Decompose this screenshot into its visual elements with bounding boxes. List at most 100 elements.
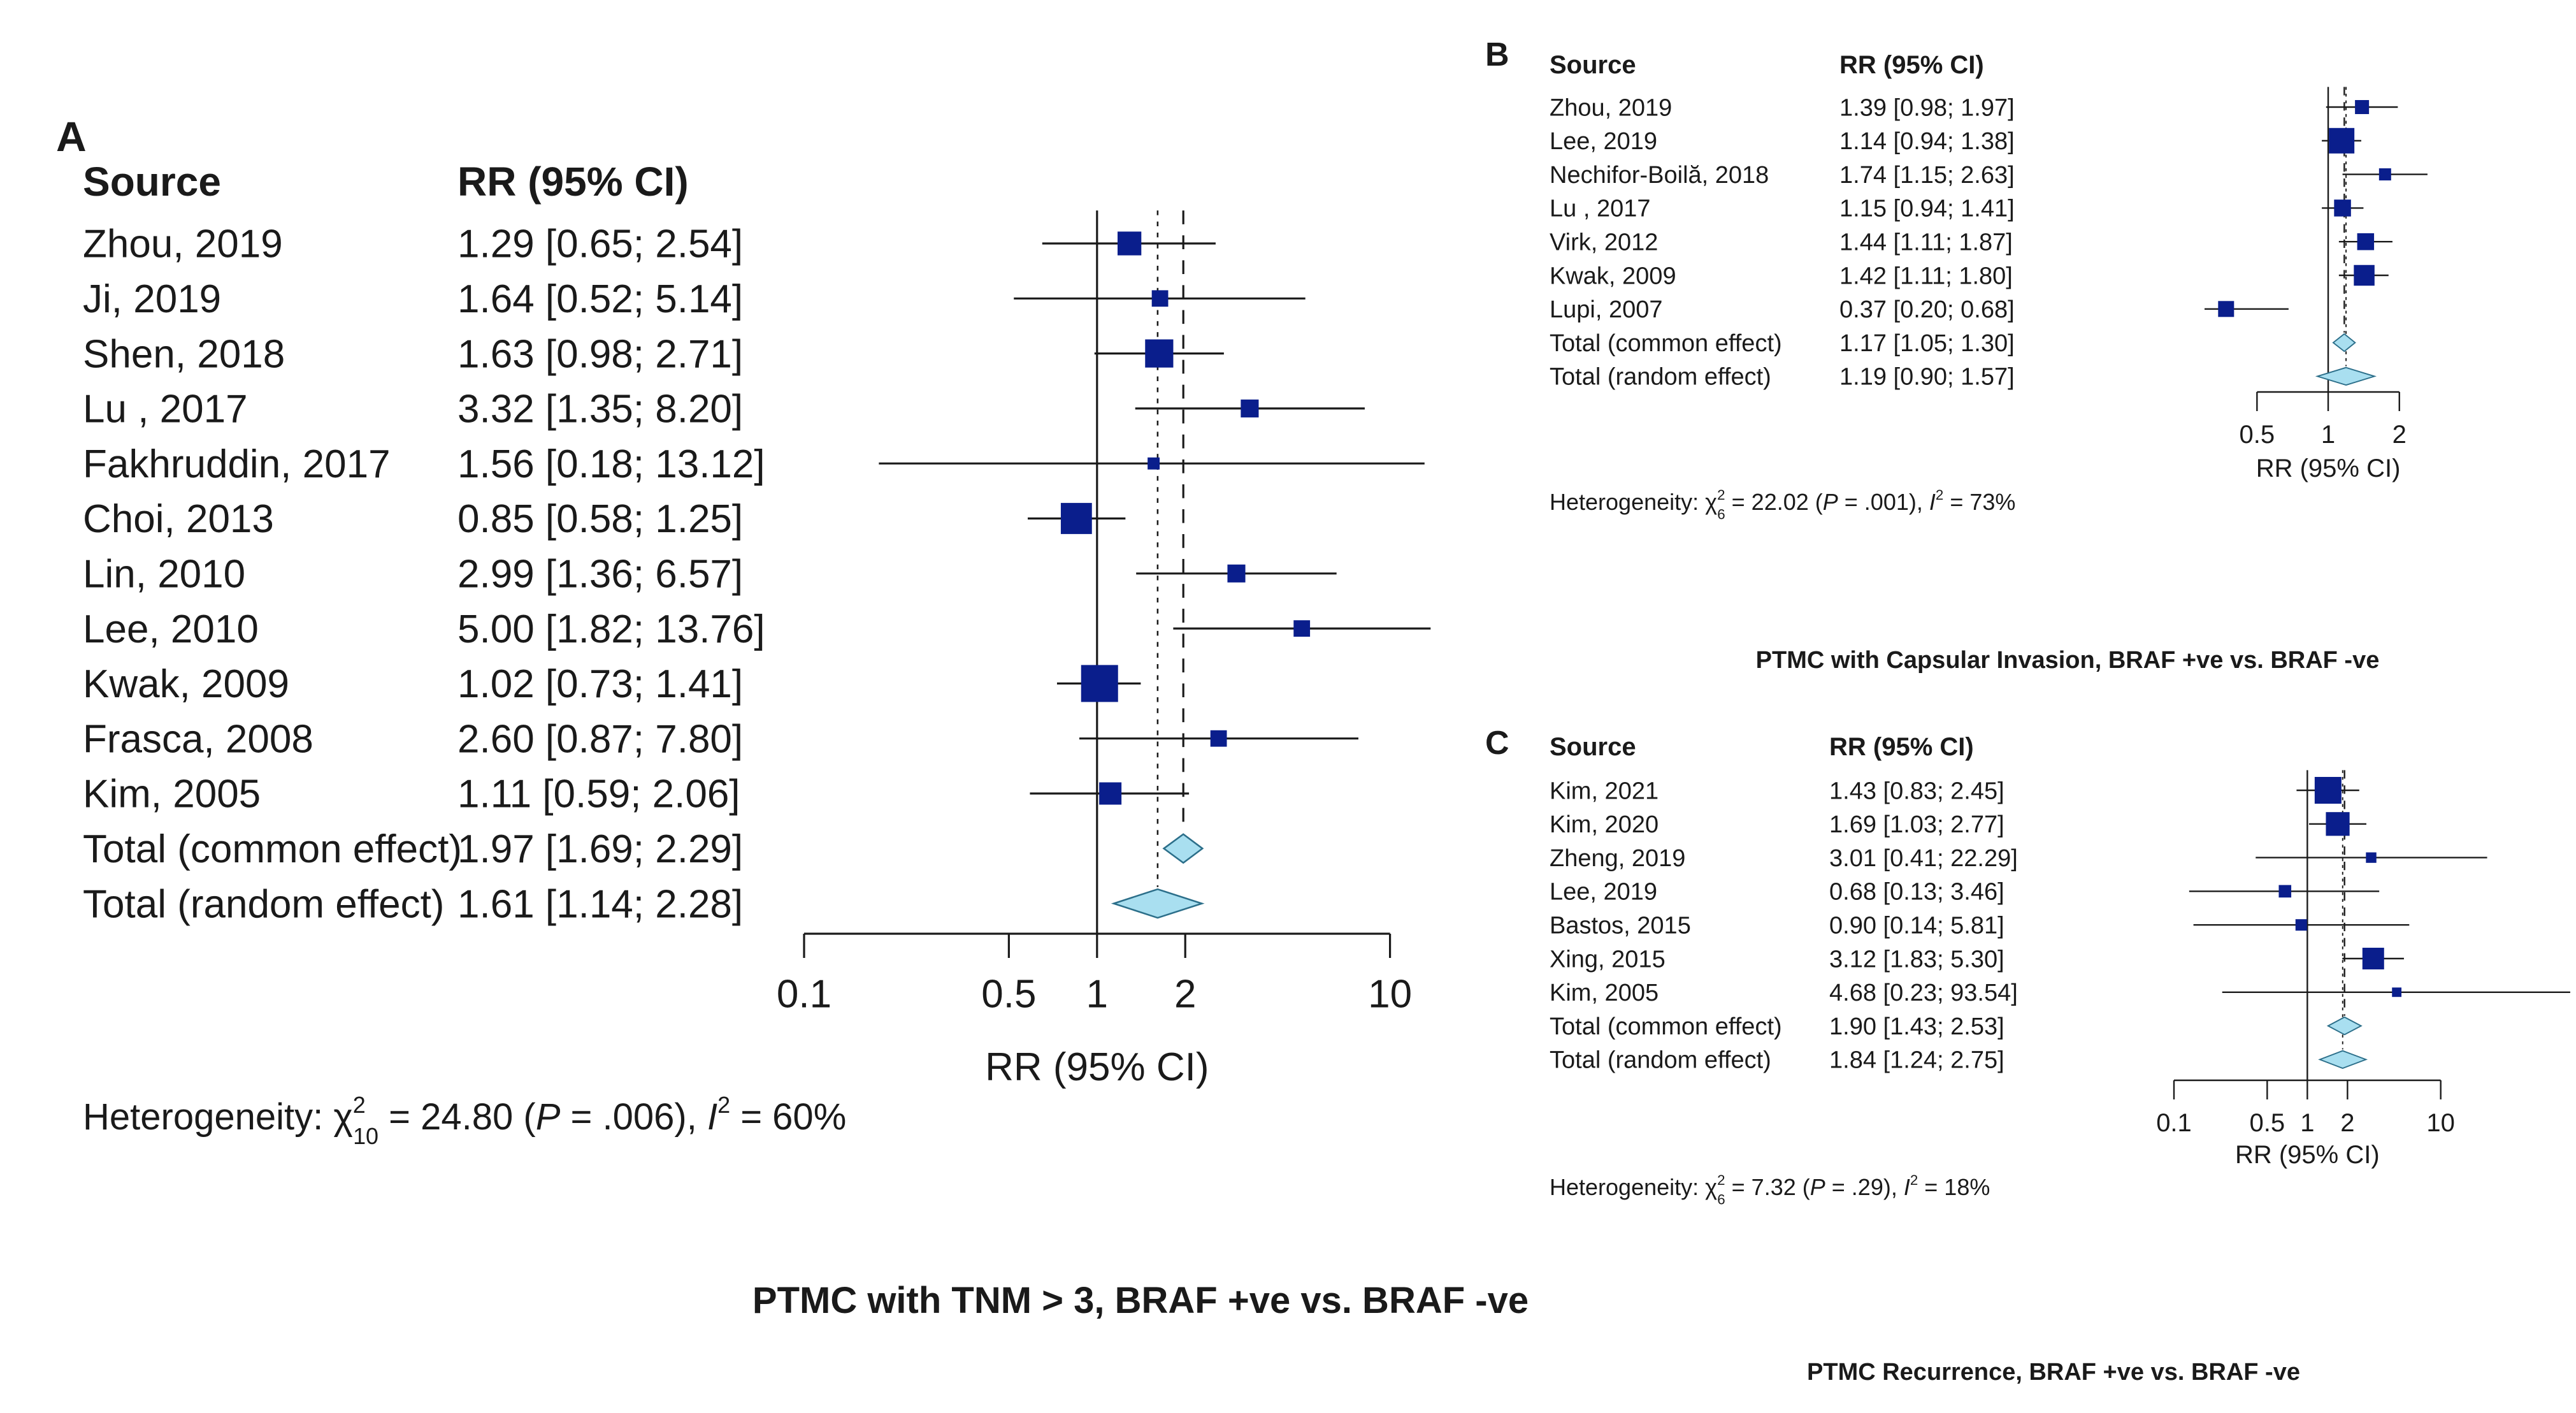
study-source-label: Choi, 2013 [83,497,274,541]
x-tick-label: 0.5 [981,973,1036,1017]
study-source-label: Lu , 2017 [1550,196,1650,222]
study-rr-value: 1.11 [0.59; 2.06] [457,772,740,816]
effect-square [1293,620,1311,637]
study-source-label: Fakhruddin, 2017 [83,442,391,486]
x-tick-label: 1 [2321,421,2335,449]
x-tick-label: 2 [2393,421,2407,449]
heterogeneity-stat: Heterogeneity: χ2 6 = 7.32 (P = .29), I2 … [1550,1172,1990,1208]
study-rr-value: 3.01 [0.41; 22.29] [1829,845,2018,872]
effect-square [2366,852,2377,863]
study-rr-value: 1.69 [1.03; 2.77] [1829,811,2004,838]
source-column-header: Source [83,159,221,205]
study-source-label: Virk, 2012 [1550,229,1658,256]
study-source-label: Kim, 2021 [1550,778,1659,804]
total-source-label: Total (random effect) [1550,1047,1771,1074]
x-tick-label: 10 [1368,973,1412,1017]
total-rr-value: 1.84 [1.24; 2.75] [1829,1047,2004,1074]
x-tick-label: 0.5 [2250,1109,2285,1137]
study-source-label: Bastos, 2015 [1550,913,1691,939]
x-tick-label: 2 [2340,1109,2354,1137]
x-axis-label: RR (95% CI) [2235,1141,2380,1169]
total-rr-value: 1.97 [1.69; 2.29] [457,827,743,871]
effect-square [1151,290,1169,307]
study-source-label: Ji, 2019 [83,277,221,321]
effect-square [2392,987,2402,997]
x-tick-label: 0.5 [2240,421,2275,449]
effect-square [2314,777,2342,804]
panel-c: C Source RR (95% CI) Kim, 2021 1.43 [0.83; 2… [1485,725,2570,1386]
effect-square [2326,812,2350,836]
panel-title: PTMC with Capsular Invasion, BRAF +ve vs… [1756,647,2380,674]
total-source-label: Total (common effect) [1550,1013,1782,1040]
study-source-label: Lin, 2010 [83,553,245,597]
study-rr-value: 0.68 [0.13; 3.46] [1829,879,2004,906]
x-axis-label: RR (95% CI) [985,1045,1209,1089]
effect-square [2355,100,2370,114]
study-rr-value: 5.00 [1.82; 13.76] [457,607,765,651]
study-rr-value: 1.02 [0.73; 1.41] [457,662,743,706]
total-rr-value: 1.19 [0.90; 1.57] [1839,364,2015,391]
study-rr-value: 4.68 [0.23; 93.54] [1829,980,2018,1006]
study-source-label: Kim, 2005 [1550,980,1659,1006]
effect-square [1099,782,1122,805]
study-source-label: Zheng, 2019 [1550,845,1685,872]
x-tick-label: 1 [1086,973,1108,1017]
effect-square [2218,301,2234,317]
effect-square [1148,457,1160,470]
study-rr-value: 3.12 [1.83; 5.30] [1829,946,2004,973]
total-rr-value: 1.17 [1.05; 1.30] [1839,330,2015,357]
study-source-label: Lupi, 2007 [1550,296,1663,323]
total-rr-value: 1.90 [1.43; 2.53] [1829,1013,2004,1040]
study-source-label: Kim, 2020 [1550,811,1659,838]
x-tick-label: 0.1 [777,973,831,1017]
study-source-label: Kim, 2005 [83,772,261,816]
effect-square [2357,233,2375,250]
x-tick-label: 0.1 [2156,1109,2192,1137]
summary-diamond [1111,888,1205,919]
effect-square [1060,503,1092,534]
panel-letter: A [56,113,87,160]
study-source-label: Lee, 2019 [1550,128,1657,155]
study-source-label: Zhou, 2019 [83,222,283,266]
effect-square [1117,231,1142,256]
panel-letter: C [1485,725,1509,762]
effect-square [2378,168,2391,181]
x-tick-label: 1 [2300,1109,2314,1137]
study-source-label: Frasca, 2008 [83,717,313,761]
study-rr-value: 2.99 [1.36; 6.57] [457,553,743,597]
study-rr-value: 0.37 [0.20; 0.68] [1839,296,2015,323]
study-rr-value: 1.15 [0.94; 1.41] [1839,196,2015,222]
effect-square [1145,339,1174,368]
study-rr-value: 1.14 [0.94; 1.38] [1839,128,2015,155]
study-rr-value: 2.60 [0.87; 7.80] [457,717,743,761]
x-tick-label: 10 [2426,1109,2455,1137]
study-rr-value: 3.32 [1.35; 8.20] [457,388,743,431]
source-column-header: Source [1550,51,1636,79]
rr-column-header: RR (95% CI) [457,159,689,205]
summary-diamond [2326,1016,2363,1036]
rr-column-header: RR (95% CI) [1829,733,1974,761]
effect-square [2354,264,2375,286]
total-source-label: Total (random effect) [83,882,444,926]
study-rr-value: 1.42 [1.11; 1.80] [1839,263,2013,289]
panel-letter: B [1485,36,1509,73]
study-source-label: Kwak, 2009 [83,662,289,706]
summary-diamond [1162,833,1204,864]
study-rr-value: 1.43 [0.83; 2.45] [1829,778,2004,804]
total-source-label: Total (common effect) [1550,330,1782,357]
study-source-label: Lu , 2017 [83,388,248,431]
effect-square [1227,564,1246,583]
x-axis-label: RR (95% CI) [2256,454,2401,482]
study-rr-value: 1.29 [0.65; 2.54] [457,222,743,266]
total-source-label: Total (common effect) [83,827,462,871]
study-rr-value: 1.74 [1.15; 2.63] [1839,162,2015,189]
effect-square [2334,199,2351,217]
effect-square [1210,730,1227,747]
study-rr-value: 1.39 [0.98; 1.97] [1839,94,2015,121]
study-source-label: Xing, 2015 [1550,946,1666,973]
study-rr-value: 0.90 [0.14; 5.81] [1829,913,2004,939]
effect-square [1241,399,1259,417]
total-rr-value: 1.61 [1.14; 2.28] [457,882,743,926]
